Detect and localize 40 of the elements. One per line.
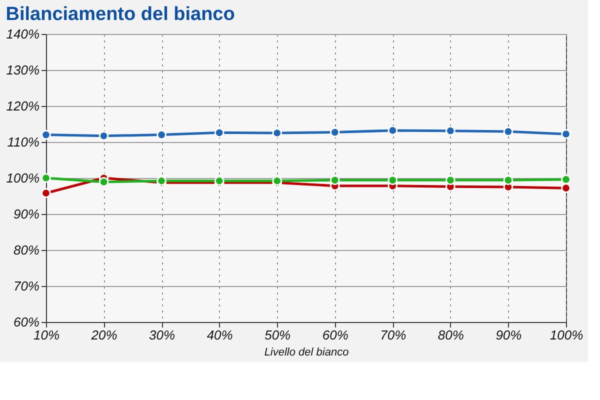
point	[503, 126, 514, 136]
x-tick-label: 50%	[264, 328, 291, 342]
x-tick-label: 10%	[33, 328, 60, 342]
point	[330, 127, 340, 138]
point	[272, 128, 282, 138]
x-tick-label: 20%	[90, 328, 118, 342]
y-tick-label: 80%	[13, 242, 40, 258]
x-axis-title: Livello del bianco	[264, 346, 349, 358]
y-tick-label: 110%	[7, 134, 40, 150]
y-tick-label: 90%	[13, 206, 40, 222]
y-tick-label: 120%	[6, 98, 40, 114]
point	[446, 175, 456, 186]
point	[41, 173, 51, 183]
x-tick-label: 100%	[550, 328, 584, 342]
point	[561, 183, 571, 194]
point	[388, 175, 398, 186]
x-tick-label: 80%	[438, 328, 464, 342]
x-tick-label: 70%	[380, 328, 406, 342]
point	[98, 177, 109, 187]
point	[388, 126, 398, 136]
chart-title: Bilanciamento del bianco	[6, 4, 235, 25]
point	[503, 175, 514, 186]
point	[330, 175, 340, 186]
y-tick-label: 140%	[6, 26, 40, 42]
x-tick-label: 90%	[496, 328, 522, 342]
y-tick-label: 60%	[13, 314, 40, 330]
x-tick-label: 60%	[322, 328, 348, 342]
x-tick-label: 30%	[149, 328, 176, 342]
point	[156, 130, 166, 140]
y-tick-label: 70%	[13, 278, 40, 294]
point	[41, 130, 51, 140]
y-tick-label: 130%	[6, 62, 40, 78]
point	[214, 128, 224, 138]
point	[561, 174, 571, 184]
point	[41, 188, 51, 198]
point	[98, 130, 109, 141]
point	[561, 129, 571, 140]
x-tick-label: 40%	[206, 328, 233, 342]
y-tick-label: 100%	[6, 170, 40, 186]
point	[446, 126, 456, 136]
